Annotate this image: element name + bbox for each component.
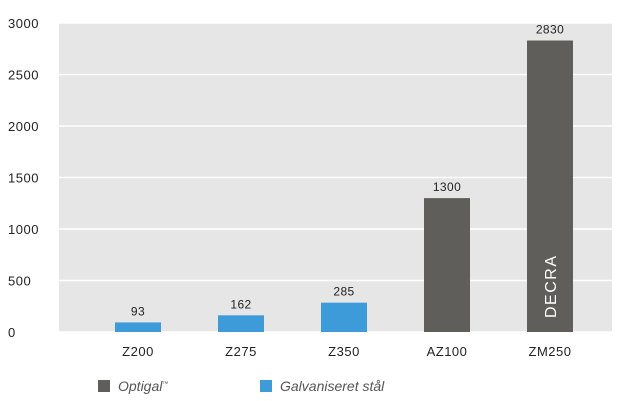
y-tick-label: 1500	[8, 171, 39, 186]
legend-swatch-galvaniseret	[260, 380, 272, 392]
x-category-label: Z275	[225, 344, 257, 359]
legend-item-optigal: Optigal™	[98, 378, 260, 394]
y-tick-label: 2500	[8, 68, 39, 83]
data-label: 285	[333, 285, 354, 299]
data-label: 93	[131, 304, 145, 318]
y-tick-label: 0	[8, 325, 16, 340]
x-category-label: Z200	[122, 344, 154, 359]
legend-label-optigal: Optigal™	[118, 378, 169, 394]
legend: Optigal™ Galvaniseret stål	[98, 378, 384, 394]
data-label: 2830	[536, 23, 564, 37]
bar-z275	[218, 315, 264, 332]
y-axis-ticks: 0 500 1000 1500 2000 2500 3000	[8, 16, 39, 340]
bars: 93 162 285 1300 2830 DECRA	[115, 23, 573, 332]
legend-label-galvaniseret: Galvaniseret stål	[280, 378, 385, 394]
bar-inner-label: DECRA	[543, 254, 560, 318]
x-category-label: ZM250	[529, 344, 572, 359]
y-tick-label: 2000	[8, 119, 39, 134]
legend-swatch-optigal	[98, 380, 110, 392]
trademark-mark: ™	[162, 381, 169, 388]
x-category-label: AZ100	[427, 344, 468, 359]
legend-item-galvaniseret: Galvaniseret stål	[260, 378, 384, 394]
bar-az100	[424, 198, 470, 332]
bar-z200	[115, 322, 161, 332]
x-category-label: Z350	[328, 344, 360, 359]
data-label: 1300	[433, 180, 461, 194]
y-tick-label: 1000	[8, 222, 39, 237]
y-tick-label: 3000	[8, 16, 39, 31]
y-tick-label: 500	[8, 274, 31, 289]
bar-z350	[321, 302, 367, 332]
bar-zm250	[527, 40, 573, 332]
x-axis-categories: Z200 Z275 Z350 AZ100 ZM250	[122, 344, 571, 359]
data-label: 162	[230, 297, 251, 311]
